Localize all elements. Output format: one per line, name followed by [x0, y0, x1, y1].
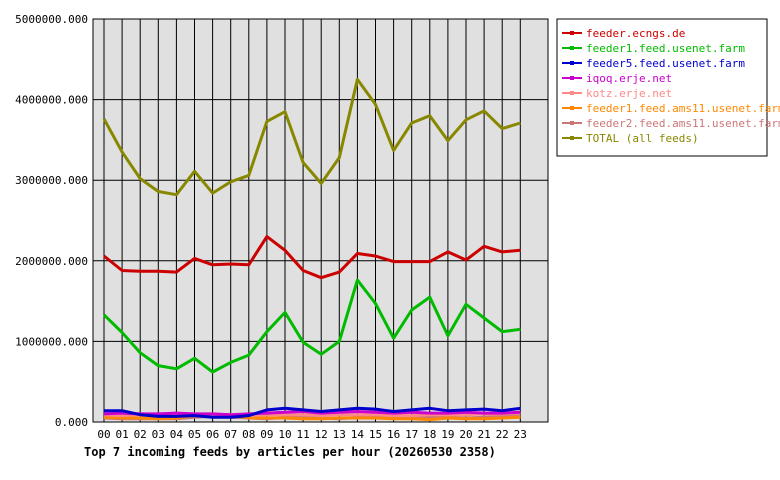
x-tick-label: 20	[459, 428, 472, 441]
legend-marker	[570, 76, 574, 80]
x-axis-ticks: 00 01 02 03 04 05 06 07 08 09 10 11 12 13 14 15 16 17 18 19…	[97, 428, 527, 441]
legend-box	[556, 18, 768, 157]
legend-marker	[570, 106, 574, 110]
legend-label: feeder2.feed.ams11.usenet.farm	[586, 117, 780, 130]
legend: feeder.ecngs.de feeder1.feed.usenet.farm f…	[562, 27, 780, 145]
series-line-3	[103, 410, 521, 417]
x-tick-label: 10	[278, 428, 291, 441]
x-tick-label: 15	[369, 428, 382, 441]
y-tick-label: 2000000.000	[15, 255, 88, 268]
y-tick-label: 0.000	[55, 416, 88, 429]
legend-marker	[570, 136, 574, 140]
x-tick-label: 09	[260, 428, 273, 441]
y-tick-label: 5000000.000	[15, 13, 88, 26]
legend-label: feeder1.feed.ams11.usenet.farm	[586, 102, 780, 115]
x-tick-label: 14	[351, 428, 365, 441]
x-tick-label: 01	[115, 428, 128, 441]
x-tick-label: 22	[496, 428, 509, 441]
y-tick-label: 1000000.000	[15, 335, 88, 348]
legend-marker	[570, 31, 574, 35]
x-tick-label: 12	[315, 428, 328, 441]
legend-marker	[570, 46, 574, 50]
x-tick-label: 21	[477, 428, 490, 441]
x-tick-label: 03	[152, 428, 165, 441]
chart-title: Top 7 incoming feeds by articles per hou…	[84, 445, 496, 459]
series-line-0	[103, 235, 521, 280]
x-tick-label: 19	[441, 428, 454, 441]
x-tick-label: 18	[423, 428, 436, 441]
legend-label: kotz.erje.net	[586, 87, 672, 100]
legend-label: feeder1.feed.usenet.farm	[586, 42, 745, 55]
series-line-2	[104, 406, 521, 419]
x-tick-label: 07	[224, 428, 237, 441]
legend-label: iqoq.erje.net	[586, 72, 672, 85]
y-axis-ticks: 0.000 1000000.000 2000000.000 3000000.000 40…	[15, 13, 88, 429]
legend-marker	[570, 61, 574, 65]
x-tick-label: 05	[188, 428, 201, 441]
grid	[93, 18, 548, 423]
x-tick-label: 02	[134, 428, 147, 441]
x-tick-label: 16	[387, 428, 400, 441]
x-tick-label: 23	[514, 428, 527, 441]
x-tick-label: 08	[242, 428, 255, 441]
x-tick-label: 00	[97, 428, 110, 441]
legend-label: feeder5.feed.usenet.farm	[586, 57, 745, 70]
series-lines	[102, 77, 521, 422]
series-line-5	[103, 413, 521, 422]
x-tick-label: 17	[405, 428, 418, 441]
x-tick-label: 11	[296, 428, 309, 441]
x-tick-label: 04	[170, 428, 184, 441]
x-tick-label: 13	[333, 428, 346, 441]
y-tick-label: 4000000.000	[15, 94, 88, 107]
y-tick-label: 3000000.000	[15, 174, 88, 187]
series-line-1	[102, 278, 521, 374]
legend-marker	[570, 91, 574, 95]
legend-label: feeder.ecngs.de	[586, 27, 685, 40]
plot-area	[92, 18, 549, 423]
legend-label: TOTAL (all feeds)	[586, 132, 699, 145]
x-tick-label: 06	[206, 428, 219, 441]
series-line-7	[102, 77, 521, 197]
legend-marker	[570, 121, 574, 125]
